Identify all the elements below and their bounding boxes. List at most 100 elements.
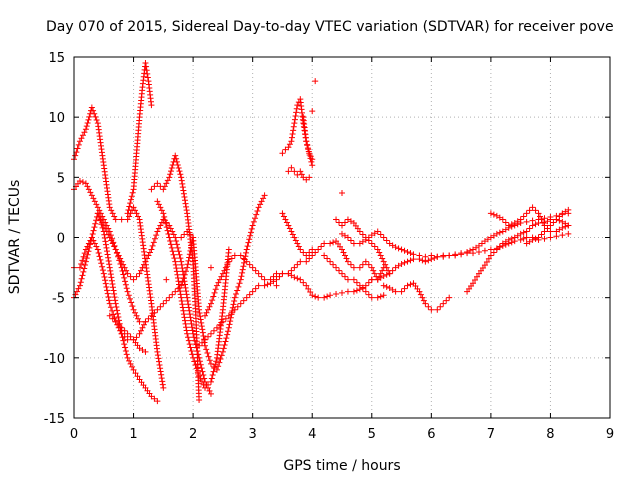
trace-marker [407, 281, 414, 288]
trace-marker [140, 261, 147, 268]
trace-marker [129, 363, 136, 370]
data-point [285, 270, 292, 277]
data-point [404, 282, 411, 289]
trace-marker [222, 264, 229, 271]
data-point [380, 292, 387, 299]
data-point [356, 264, 363, 271]
trace-marker [353, 279, 360, 286]
trace-marker [183, 203, 190, 210]
data-point [142, 348, 149, 355]
trace-marker [230, 301, 237, 308]
data-point [517, 236, 524, 243]
data-point [225, 258, 232, 265]
trace-marker [109, 284, 116, 291]
trace-marker [108, 237, 115, 244]
trace-marker [169, 228, 176, 235]
trace-marker [121, 327, 128, 334]
x-axis-label: GPS time / hours [283, 458, 400, 474]
data-point [124, 330, 131, 337]
data-point [148, 102, 155, 109]
data-point [428, 306, 435, 313]
trace-marker [228, 255, 235, 262]
trace-marker [113, 304, 120, 311]
trace-marker [205, 333, 211, 340]
trace-marker [376, 249, 383, 256]
trace-marker [143, 67, 150, 74]
data-point [386, 270, 393, 277]
trace-marker [239, 269, 246, 276]
y-tick-labels: -15 -10 -5 0 5 10 15 [44, 51, 65, 427]
trace-marker [123, 285, 130, 292]
trace-marker [199, 326, 206, 333]
data-point [219, 348, 226, 355]
outlier-point [207, 264, 214, 271]
data-point [106, 234, 113, 241]
trace-marker [224, 261, 231, 268]
trace-marker [336, 219, 343, 226]
data-point [136, 330, 143, 337]
trace-marker [197, 375, 204, 382]
trace-marker [92, 220, 99, 227]
data-point [380, 273, 387, 280]
data-point [184, 294, 191, 301]
trace-marker [109, 240, 116, 247]
trace-marker [193, 365, 200, 372]
trace-marker [187, 231, 194, 238]
data-point [219, 270, 226, 277]
trace-marker [260, 195, 267, 202]
trace-marker [215, 279, 222, 286]
trace-marker [181, 281, 188, 288]
trace-marker [298, 171, 305, 178]
data-point [565, 222, 572, 229]
data-point [541, 228, 548, 235]
data-point [344, 276, 351, 283]
data-point [88, 104, 95, 111]
outlier-point [312, 78, 319, 85]
trace-marker [305, 148, 312, 155]
data-point [94, 210, 101, 217]
data-point [297, 258, 304, 265]
trace-marker [159, 381, 166, 388]
data-point [196, 306, 203, 313]
data-point [327, 292, 334, 299]
trace-marker [250, 218, 257, 225]
trace-marker [177, 288, 184, 295]
trace-marker [538, 216, 545, 223]
trace-marker [162, 217, 169, 224]
trace-marker [222, 315, 229, 322]
trace-marker [376, 273, 383, 280]
trace-marker [379, 255, 386, 262]
data-point [136, 318, 143, 325]
trace-marker [163, 180, 170, 187]
trace-marker [176, 284, 183, 291]
trace-marker [84, 120, 91, 127]
trace-marker [78, 135, 85, 142]
trace-marker [183, 291, 190, 298]
data-point [166, 234, 173, 241]
data-point [82, 258, 89, 265]
data-point [225, 246, 232, 253]
trace-marker [108, 277, 115, 284]
data-point [178, 234, 185, 241]
trace-marker [81, 250, 88, 257]
series-sat-c [71, 234, 149, 355]
data-point [172, 152, 179, 159]
trace-marker [79, 179, 86, 186]
trace-marker [290, 127, 297, 134]
trace-marker [161, 213, 168, 220]
trace-marker [177, 255, 184, 262]
data-point [261, 282, 268, 289]
trace-marker [90, 237, 97, 244]
trace-marker [167, 241, 174, 248]
trace-marker [127, 360, 134, 367]
trace-marker [179, 304, 186, 311]
trace-marker [91, 240, 98, 247]
trace-marker [182, 200, 189, 207]
trace-marker [330, 239, 337, 246]
data-point [380, 234, 387, 241]
trace-marker [111, 290, 118, 297]
y-tick-label: 5 [57, 171, 65, 186]
trace-marker [508, 221, 515, 228]
trace-marker [122, 347, 129, 354]
trace-marker [234, 287, 241, 294]
